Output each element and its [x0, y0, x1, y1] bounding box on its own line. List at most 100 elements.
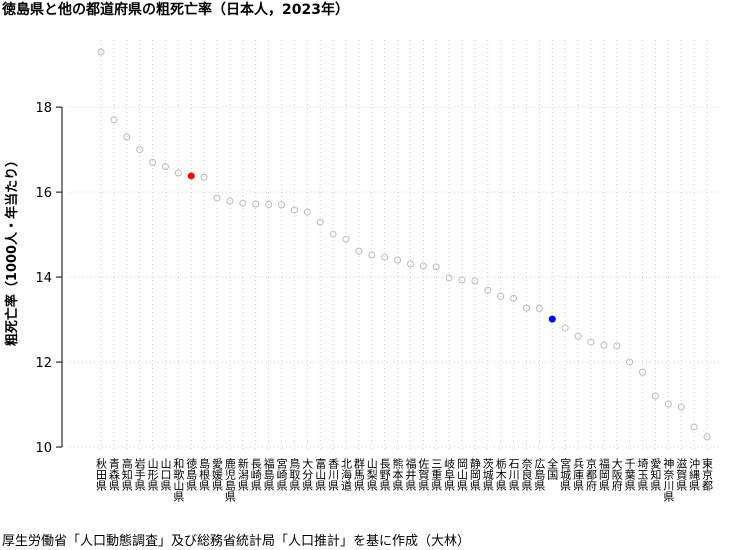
x-tick-label: 福岡県	[597, 457, 610, 492]
x-tick-label: 北海道	[339, 458, 352, 491]
x-tick-label: 奈良県	[520, 457, 533, 492]
x-tick-label: 広島県	[533, 458, 546, 492]
dot	[239, 199, 247, 207]
x-tick-label: 沖縄県	[688, 458, 701, 492]
x-tick-label: 福井県	[404, 457, 417, 492]
dot	[574, 332, 582, 340]
y-tick-label: 10	[35, 441, 52, 456]
x-tick-label: 福島県	[262, 457, 275, 492]
dot	[316, 218, 324, 226]
x-tick-label: 鳥取県	[288, 457, 301, 492]
x-tick-label: 静岡県	[468, 457, 481, 492]
x-tick-label: 岐阜県	[443, 458, 456, 492]
dot	[535, 305, 543, 313]
x-tick-label: 茨城県	[481, 457, 494, 492]
dot	[278, 201, 286, 209]
x-tick-label: 島根県	[198, 457, 211, 492]
dot	[213, 194, 221, 202]
dot	[664, 400, 672, 408]
x-tick-label: 和歌山県	[172, 458, 185, 503]
x-tick-label: 大分県	[301, 457, 314, 492]
x-tick-label: 埼玉県	[636, 457, 649, 492]
dot	[226, 197, 234, 205]
x-tick-label: 富山県	[314, 457, 327, 492]
x-tick-label: 山梨県	[365, 458, 378, 492]
dot	[548, 315, 556, 323]
dot	[471, 277, 479, 285]
x-tick-label: 群馬県	[352, 457, 365, 492]
x-tick-label: 岡山県	[456, 458, 469, 492]
dot	[329, 230, 337, 238]
dot	[600, 341, 608, 349]
dot	[458, 276, 466, 284]
x-tick-label: 青森県	[107, 458, 120, 492]
dot	[381, 253, 389, 261]
x-tick-label: 東京都	[701, 458, 714, 491]
dot	[174, 169, 182, 177]
x-tick-label: 兵庫県	[572, 458, 585, 492]
x-tick-label: 三重県	[430, 458, 443, 492]
x-tick-label: 神奈川県	[662, 457, 675, 503]
dot	[265, 200, 273, 208]
dot	[522, 304, 530, 312]
dot	[561, 324, 569, 332]
y-tick-label: 18	[35, 101, 52, 116]
x-tick-label: 愛知県	[649, 458, 662, 492]
x-tick-label: 愛媛県	[211, 458, 224, 492]
x-tick-label: 香川県	[327, 458, 340, 492]
dot	[368, 251, 376, 259]
y-tick-label: 14	[35, 271, 52, 286]
dot	[355, 247, 363, 255]
dot	[690, 423, 698, 431]
dot	[97, 48, 105, 56]
dot	[626, 358, 634, 366]
x-tick-label: 石川県	[507, 458, 520, 492]
dot	[639, 368, 647, 376]
dot	[123, 133, 131, 141]
dot	[161, 163, 169, 171]
dot	[136, 146, 144, 154]
dot	[445, 274, 453, 282]
dot	[187, 172, 195, 180]
x-tick-label: 熊本県	[391, 457, 404, 492]
y-tick-label: 12	[35, 356, 52, 371]
dot	[484, 286, 492, 294]
dot	[510, 294, 518, 302]
dot	[394, 256, 402, 264]
x-tick-label: 岩手県	[133, 457, 146, 492]
x-tick-label: 滋賀県	[675, 458, 688, 492]
x-tick-label: 新潟県	[236, 457, 249, 492]
dot	[587, 338, 595, 346]
dot	[342, 235, 350, 243]
dot	[677, 403, 685, 411]
dot	[703, 433, 711, 441]
x-tick-label: 宮城県	[559, 457, 572, 492]
x-tick-label: 山口県	[159, 458, 172, 492]
chart-title: 徳島県と他の都道府県の粗死亡率（日本人，2023年）	[1, 1, 349, 18]
dot	[303, 208, 311, 216]
dot	[432, 263, 440, 271]
x-tick-label: 山形県	[146, 458, 159, 492]
x-tick-label: 徳島県	[185, 458, 198, 492]
dot	[290, 206, 298, 214]
x-tick-label: 秋田県	[95, 457, 108, 492]
x-tick-label: 高知県	[120, 457, 133, 492]
dot	[651, 392, 659, 400]
x-tick-label: 栃木県	[494, 457, 507, 492]
dot	[613, 342, 621, 350]
caption: 厚生労働省「人口動態調査」及び総務省統計局「人口推計」を基に作成（大林）	[2, 533, 470, 549]
x-tick-label: 全国	[546, 457, 559, 481]
x-tick-label: 鹿児島県	[223, 457, 236, 503]
x-tick-label: 京都府	[584, 457, 597, 492]
dot	[149, 158, 157, 166]
y-axis-label: 粗死亡率（1000人・年当たり）	[4, 154, 20, 346]
dot	[252, 200, 260, 208]
x-tick-label: 千葉県	[623, 458, 636, 492]
dot	[419, 262, 427, 270]
y-tick-label: 16	[35, 186, 52, 201]
dot	[110, 116, 118, 124]
x-tick-label: 宮崎県	[275, 457, 288, 492]
dot	[200, 173, 208, 181]
x-tick-label: 大阪府	[610, 457, 623, 492]
